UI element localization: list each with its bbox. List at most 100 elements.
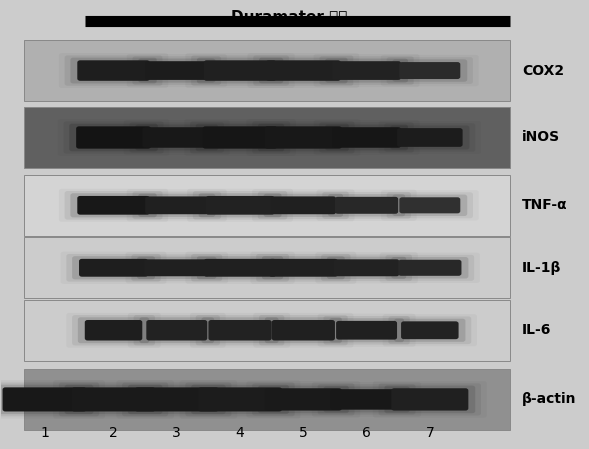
FancyBboxPatch shape xyxy=(323,387,410,412)
FancyBboxPatch shape xyxy=(24,175,510,236)
FancyBboxPatch shape xyxy=(204,60,276,81)
FancyBboxPatch shape xyxy=(385,386,475,413)
FancyBboxPatch shape xyxy=(78,317,149,343)
FancyBboxPatch shape xyxy=(197,256,283,279)
FancyBboxPatch shape xyxy=(399,62,461,79)
FancyBboxPatch shape xyxy=(325,124,408,150)
FancyBboxPatch shape xyxy=(319,56,413,85)
Text: IL-6: IL-6 xyxy=(522,323,551,337)
FancyBboxPatch shape xyxy=(71,193,157,217)
FancyBboxPatch shape xyxy=(256,254,350,282)
FancyBboxPatch shape xyxy=(77,60,150,81)
FancyBboxPatch shape xyxy=(143,127,211,148)
Text: 4: 4 xyxy=(236,426,244,440)
FancyBboxPatch shape xyxy=(72,315,155,345)
FancyBboxPatch shape xyxy=(317,384,415,414)
FancyBboxPatch shape xyxy=(321,255,412,281)
FancyBboxPatch shape xyxy=(79,259,148,277)
Text: 1: 1 xyxy=(40,426,49,440)
FancyBboxPatch shape xyxy=(145,196,209,214)
FancyBboxPatch shape xyxy=(130,122,224,153)
FancyBboxPatch shape xyxy=(203,126,277,149)
FancyBboxPatch shape xyxy=(24,40,510,101)
FancyBboxPatch shape xyxy=(24,107,510,168)
FancyBboxPatch shape xyxy=(204,259,276,277)
FancyBboxPatch shape xyxy=(67,254,161,282)
FancyBboxPatch shape xyxy=(198,193,282,217)
FancyBboxPatch shape xyxy=(24,238,510,298)
FancyBboxPatch shape xyxy=(269,259,338,277)
FancyBboxPatch shape xyxy=(259,57,348,84)
FancyBboxPatch shape xyxy=(319,122,413,153)
FancyBboxPatch shape xyxy=(186,383,294,416)
FancyBboxPatch shape xyxy=(398,260,461,276)
FancyBboxPatch shape xyxy=(133,56,221,85)
FancyBboxPatch shape xyxy=(327,257,406,279)
FancyBboxPatch shape xyxy=(201,317,279,343)
FancyBboxPatch shape xyxy=(144,260,210,276)
FancyBboxPatch shape xyxy=(135,387,219,411)
Text: 6: 6 xyxy=(362,426,371,440)
FancyBboxPatch shape xyxy=(138,194,216,217)
FancyBboxPatch shape xyxy=(330,389,403,409)
FancyBboxPatch shape xyxy=(137,257,217,279)
FancyBboxPatch shape xyxy=(265,388,342,410)
FancyBboxPatch shape xyxy=(145,61,209,80)
Text: IL-1β: IL-1β xyxy=(522,261,561,275)
FancyBboxPatch shape xyxy=(122,383,231,416)
FancyBboxPatch shape xyxy=(392,59,467,82)
FancyBboxPatch shape xyxy=(334,260,399,276)
FancyBboxPatch shape xyxy=(258,123,349,151)
FancyBboxPatch shape xyxy=(196,123,284,151)
FancyBboxPatch shape xyxy=(322,192,411,219)
FancyBboxPatch shape xyxy=(379,383,481,415)
FancyBboxPatch shape xyxy=(401,321,459,339)
FancyBboxPatch shape xyxy=(0,383,99,416)
FancyBboxPatch shape xyxy=(332,61,401,80)
FancyBboxPatch shape xyxy=(24,369,510,430)
FancyBboxPatch shape xyxy=(0,385,94,414)
FancyBboxPatch shape xyxy=(198,387,282,411)
FancyBboxPatch shape xyxy=(191,55,289,86)
Text: iNOS: iNOS xyxy=(522,131,560,145)
FancyBboxPatch shape xyxy=(385,123,475,152)
FancyBboxPatch shape xyxy=(258,191,349,219)
FancyBboxPatch shape xyxy=(328,194,405,216)
FancyBboxPatch shape xyxy=(206,196,274,215)
FancyBboxPatch shape xyxy=(325,58,408,83)
FancyBboxPatch shape xyxy=(323,316,410,344)
FancyBboxPatch shape xyxy=(65,385,163,414)
FancyBboxPatch shape xyxy=(191,385,289,414)
FancyBboxPatch shape xyxy=(59,383,168,416)
FancyBboxPatch shape xyxy=(252,383,355,415)
FancyBboxPatch shape xyxy=(196,315,284,345)
FancyBboxPatch shape xyxy=(128,385,226,414)
FancyBboxPatch shape xyxy=(259,315,348,345)
FancyBboxPatch shape xyxy=(265,317,342,343)
FancyBboxPatch shape xyxy=(70,123,158,151)
FancyBboxPatch shape xyxy=(140,317,214,343)
FancyBboxPatch shape xyxy=(386,255,474,281)
FancyBboxPatch shape xyxy=(253,55,353,86)
FancyBboxPatch shape xyxy=(332,127,401,148)
FancyBboxPatch shape xyxy=(252,121,355,154)
FancyBboxPatch shape xyxy=(388,317,471,344)
FancyBboxPatch shape xyxy=(391,388,468,410)
FancyBboxPatch shape xyxy=(191,254,289,282)
Text: 7: 7 xyxy=(425,426,434,440)
FancyBboxPatch shape xyxy=(72,256,155,279)
FancyBboxPatch shape xyxy=(2,387,87,411)
FancyBboxPatch shape xyxy=(336,321,397,339)
FancyBboxPatch shape xyxy=(71,57,157,84)
FancyBboxPatch shape xyxy=(397,128,462,147)
FancyBboxPatch shape xyxy=(399,197,461,213)
FancyBboxPatch shape xyxy=(272,320,335,340)
FancyBboxPatch shape xyxy=(71,387,155,411)
FancyBboxPatch shape xyxy=(258,386,349,413)
Text: COX2: COX2 xyxy=(522,64,564,78)
FancyBboxPatch shape xyxy=(190,121,290,154)
FancyBboxPatch shape xyxy=(335,197,398,214)
FancyBboxPatch shape xyxy=(266,60,340,81)
FancyBboxPatch shape xyxy=(262,256,345,279)
FancyBboxPatch shape xyxy=(390,125,469,150)
